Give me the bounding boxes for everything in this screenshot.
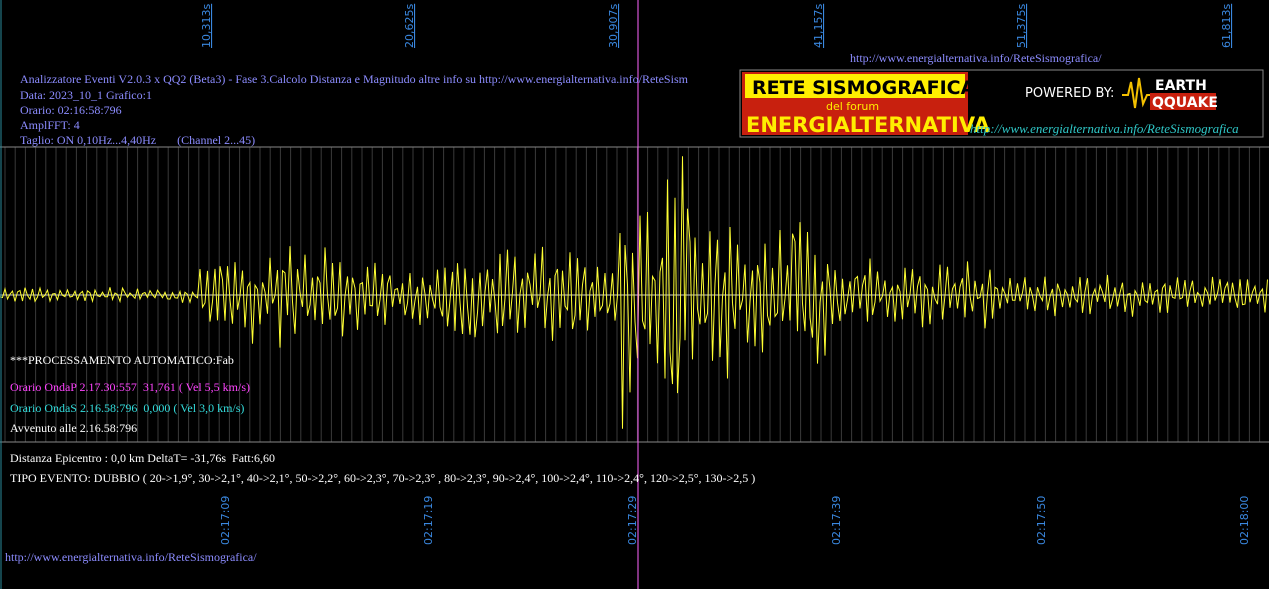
processing-mode: ***PROCESSAMENTO AUTOMATICO:Fab: [10, 353, 234, 367]
time-label: 10,313s: [200, 4, 213, 48]
clock-label: 02:17:29: [626, 496, 639, 545]
info-line: Data: 2023_10_1 Grafico:1: [20, 88, 152, 102]
onda-p: Orario OndaP 2.17.30:557 31,761 ( Vel 5,…: [10, 380, 250, 394]
time-label: 30,907s: [607, 4, 620, 48]
top-url: http://www.energialternativa.info/ReteSi…: [850, 51, 1102, 65]
clock-label: 02:17:50: [1035, 496, 1048, 545]
info-line: AmplFFT: 4: [20, 118, 80, 132]
clock-label: 02:17:09: [219, 496, 232, 545]
logo-yellow: [745, 74, 965, 98]
logo: RETE SISMOGRAFICA del forum ENERGIALTERN…: [739, 69, 1264, 138]
time-label: 61,813s: [1220, 4, 1233, 48]
info-line: Analizzatore Eventi V2.0.3 x QQ2 (Beta3)…: [20, 72, 689, 86]
logo-subtitle: del forum: [826, 100, 879, 113]
clock-label: 02:18:00: [1238, 496, 1251, 545]
event-time: Avvenuto alle 2.16.58:796: [10, 421, 137, 435]
logo-brand-bg: [1150, 93, 1216, 110]
info-line: Taglio: ON 0,10Hz...4,40Hz (Channel 2...…: [20, 133, 255, 147]
logo-name: ENERGIALTERNATIVA: [746, 113, 991, 137]
onda-s: Orario OndaS 2.16.58:796 0,000 ( Vel 3,0…: [10, 401, 244, 415]
logo-title: RETE SISMOGRAFICA: [752, 77, 976, 99]
event-type: TIPO EVENTO: DUBBIO ( 20->1,9°, 30->2,1°…: [10, 471, 755, 485]
clock-label: 02:17:39: [830, 496, 843, 545]
logo-url: http://www.energialternativa.info/ReteSi…: [970, 121, 1239, 136]
info-line: Orario: 02:16:58:796: [20, 103, 122, 117]
distance: Distanza Epicentro : 0,0 km DeltaT= -31,…: [10, 451, 275, 465]
time-label: 41,157s: [812, 4, 825, 48]
logo-brand: EARTH: [1155, 78, 1207, 94]
logo-icon: [1122, 77, 1152, 109]
clock-label: 02:17:19: [422, 496, 435, 545]
time-label: 20,625s: [403, 4, 416, 48]
logo-brand: QQUAKE: [1152, 95, 1218, 111]
footer-url: http://www.energialternativa.info/ReteSi…: [5, 550, 257, 564]
logo-powered: POWERED BY:: [1025, 86, 1114, 101]
time-label: 51,375s: [1015, 4, 1028, 48]
waveform: [0, 156, 1268, 429]
